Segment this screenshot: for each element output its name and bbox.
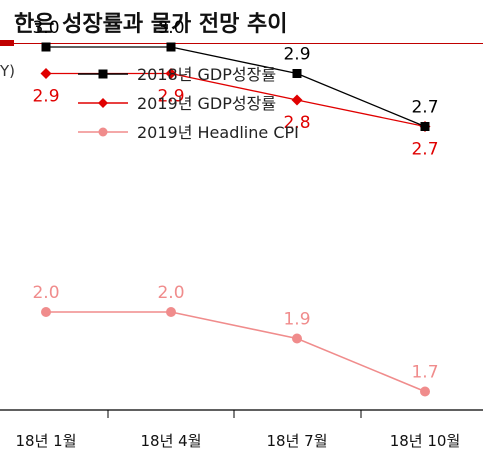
x-tick-label: 18년 4월 xyxy=(141,432,202,450)
data-label: 2.7 xyxy=(411,98,438,118)
data-label: 3.0 xyxy=(32,18,59,38)
x-tick-label: 18년 7월 xyxy=(267,432,328,450)
x-tick-label: 18년 1월 xyxy=(16,432,77,450)
title-accent-bar xyxy=(0,40,14,46)
series-line xyxy=(46,46,426,128)
title-underline xyxy=(14,43,483,44)
data-label: 3.0 xyxy=(157,18,184,38)
data-label: 2.8 xyxy=(283,113,310,133)
series-line xyxy=(46,311,426,393)
data-label: 2.0 xyxy=(157,283,184,303)
data-point-marker xyxy=(166,307,176,317)
data-label: 2.9 xyxy=(157,87,184,107)
legend-marker xyxy=(98,69,108,79)
data-label: 1.9 xyxy=(283,310,310,330)
data-point-marker xyxy=(41,307,51,317)
data-label: 2.9 xyxy=(32,87,59,107)
data-point-marker xyxy=(166,42,176,52)
data-point-marker xyxy=(40,68,52,79)
legend-label: 2018년 GDP성장률 xyxy=(137,65,276,84)
data-point-marker xyxy=(165,68,177,79)
legend-label: 2019년 GDP성장률 xyxy=(137,94,276,113)
data-label: 1.7 xyxy=(411,363,438,383)
data-label: 2.0 xyxy=(32,283,59,303)
data-point-marker xyxy=(41,42,51,52)
data-point-marker xyxy=(292,69,302,78)
chart-title: 한은 성장률과 물가 전망 추이 xyxy=(14,12,288,37)
legend-marker xyxy=(98,127,108,137)
legend-marker xyxy=(98,98,108,108)
data-label: 2.7 xyxy=(411,140,438,160)
data-label: 2.9 xyxy=(283,45,310,65)
data-point-marker xyxy=(420,122,430,131)
data-point-marker xyxy=(420,386,430,397)
x-tick-label: 18년 10월 xyxy=(390,432,461,450)
data-point-marker xyxy=(291,94,303,106)
y-axis-unit: Y) xyxy=(0,62,16,80)
legend-label: 2019년 Headline CPI xyxy=(137,123,299,142)
data-point-marker xyxy=(292,333,302,344)
